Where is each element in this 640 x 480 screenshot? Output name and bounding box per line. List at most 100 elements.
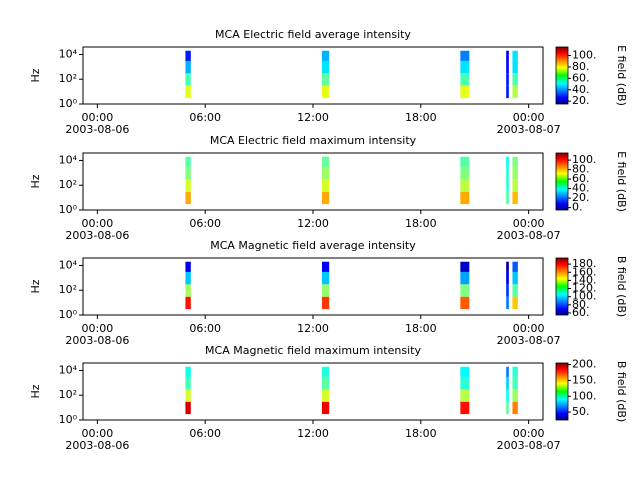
spectrogram-cell [185,296,191,310]
axes-frame [82,46,544,105]
panel-title: MCA Electric field average intensity [215,28,411,41]
spectrogram-cell [512,73,518,86]
spectrogram-cell [506,271,509,285]
spectrogram-cell [460,73,470,86]
spectrogram-cell [512,179,518,192]
x-tick-label: 12:00 [297,427,329,440]
spectrogram-cell [506,50,509,61]
colorbar-label: B field (dB) [615,361,628,422]
colorbar-tick-label: 160. [572,265,597,278]
spectrogram-cell [185,166,191,180]
colorbar-tick-label: 100. [572,389,597,402]
spectrogram-cell [460,284,470,297]
spectrogram-cell [506,73,509,86]
spectrogram-cell [185,284,191,297]
x-date-label: 2003-08-06 [65,123,129,136]
x-tick-label: 18:00 [405,217,437,230]
spectrogram-cell [460,60,470,74]
colorbar-tick-label: 60. [572,306,590,319]
x-date-label: 2003-08-07 [497,439,561,452]
spectrogram-cell [506,376,509,390]
spectrogram-cell [506,284,509,297]
colorbar-tick-label: 180. [572,257,597,270]
colorbar-tick-label: 60. [572,172,590,185]
spectrogram-cell [321,366,330,377]
y-tick-label: 10² [59,388,77,401]
x-tick-label: 18:00 [405,427,437,440]
spectrogram-cell [506,156,509,167]
y-tick-label: 10² [59,283,77,296]
spectrogram-cell [506,389,509,402]
spectrogram-cell [321,296,330,310]
spectrogram-cell [512,401,518,415]
x-tick-label: 06:00 [189,322,221,335]
spectrogram-cell [460,261,470,272]
x-tick-label: 00:00 [513,111,545,124]
x-date-label: 2003-08-06 [65,334,129,347]
spectrogram-cell [460,50,470,61]
spectrogram-cell [321,179,330,192]
spectrogram-cell [506,60,509,74]
spectrogram-cell [185,389,191,402]
spectrogram-cell [460,166,470,180]
x-tick-label: 00:00 [82,111,114,124]
colorbar-tick-label: 20. [572,94,590,107]
y-axis-label: Hz [29,279,42,293]
y-tick-label: 10² [59,178,77,191]
spectrogram-cell [185,179,191,192]
spectrogram-cell [460,401,470,415]
y-tick-label: 10⁴ [59,363,78,376]
panel-title: MCA Electric field maximum intensity [210,134,417,147]
colorbar-tick-label: 150. [572,373,597,386]
panel-title: MCA Magnetic field average intensity [210,239,416,252]
spectrogram-cell [321,271,330,285]
colorbar-tick-label: 40. [572,182,590,195]
spectrogram-cell [460,85,470,99]
spectrogram-cell [321,156,330,167]
colorbar-label: B field (dB) [615,256,628,317]
colorbar-tick-label: 140. [572,273,597,286]
spectrogram-cell [512,156,518,167]
spectrogram-cell [512,271,518,285]
spectrogram-cell [512,191,518,205]
colorbar-tick-label: 80. [572,298,590,311]
spectrogram-cell [185,85,191,99]
spectrogram-cell [460,296,470,310]
spectrogram-cell [512,50,518,61]
spectrogram-cell [460,389,470,402]
x-tick-label: 12:00 [297,322,329,335]
x-date-label: 2003-08-07 [497,123,561,136]
colorbar-tick-label: 100. [572,153,597,166]
colorbar-tick-label: 50. [572,405,590,418]
spectrogram-cell [460,179,470,192]
spectrogram-cell [512,366,518,377]
x-tick-label: 12:00 [297,111,329,124]
spectrogram-cell [512,261,518,272]
y-axis-label: Hz [29,174,42,188]
x-tick-label: 00:00 [82,427,114,440]
x-tick-label: 06:00 [189,427,221,440]
spectrogram-cell [321,284,330,297]
spectrogram-cell [321,166,330,180]
spectrogram-cell [185,271,191,285]
y-tick-label: 10⁴ [59,47,78,60]
x-tick-label: 00:00 [82,322,114,335]
x-date-label: 2003-08-06 [65,229,129,242]
y-tick-label: 10⁰ [59,97,78,110]
spectrogram-cell [460,156,470,167]
x-date-label: 2003-08-06 [65,439,129,452]
x-tick-label: 00:00 [513,322,545,335]
spectrogram-cell [321,85,330,99]
spectrogram-cell [460,191,470,205]
x-tick-label: 18:00 [405,322,437,335]
spectrogram-cell [506,179,509,192]
colorbar-tick-label: 80. [572,163,590,176]
spectrogram-cell [321,261,330,272]
y-axis-label: Hz [29,68,42,82]
spectrogram-cell [185,60,191,74]
spectrogram-cell [506,191,509,205]
spectrogram-cell [185,191,191,205]
y-tick-label: 10⁰ [59,413,78,426]
colorbar-tick-label: 100. [572,290,597,303]
